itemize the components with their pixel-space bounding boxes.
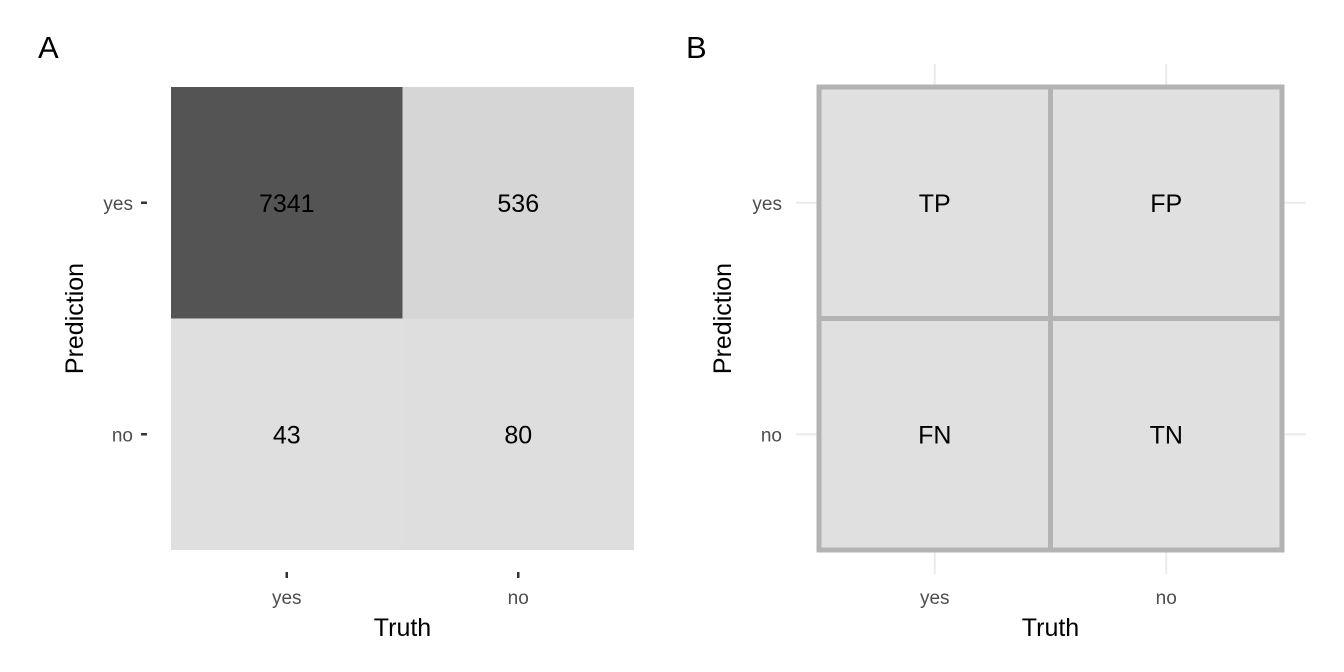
matrix-cell — [1048, 316, 1285, 553]
cell-value-label: 536 — [497, 190, 539, 218]
x-tick-label: yes — [920, 588, 950, 609]
heatmap-cell — [402, 318, 634, 550]
y-axis-title: Prediction — [61, 263, 89, 374]
cell-term-label: FN — [918, 421, 951, 449]
panel-letter-a: A — [38, 30, 59, 65]
x-tick-label: yes — [272, 588, 302, 609]
panel-letter-b: B — [686, 30, 707, 65]
y-tick-label: yes — [752, 194, 782, 215]
matrix-cell — [816, 316, 1053, 553]
heatmap-cell — [171, 87, 403, 319]
x-tick-label: no — [1156, 588, 1177, 609]
cell-value-label: 80 — [504, 421, 532, 449]
cell-value-label: 43 — [273, 421, 301, 449]
y-tick-label: no — [112, 425, 133, 446]
matrix-cell — [1048, 84, 1285, 321]
y-axis-title: Prediction — [709, 263, 737, 374]
x-axis-title: Truth — [1022, 614, 1079, 642]
heatmap-cell — [402, 87, 634, 319]
y-tick-label: no — [761, 425, 782, 446]
cell-term-label: TN — [1150, 421, 1183, 449]
heatmap-cell — [171, 318, 403, 550]
matrix-cell — [816, 84, 1053, 321]
cell-term-label: FP — [1150, 190, 1182, 218]
cell-term-label: TP — [919, 190, 951, 218]
x-tick-label: no — [508, 588, 529, 609]
cell-value-label: 7341 — [259, 190, 315, 218]
y-tick-label: yes — [103, 194, 133, 215]
x-axis-title: Truth — [374, 614, 431, 642]
